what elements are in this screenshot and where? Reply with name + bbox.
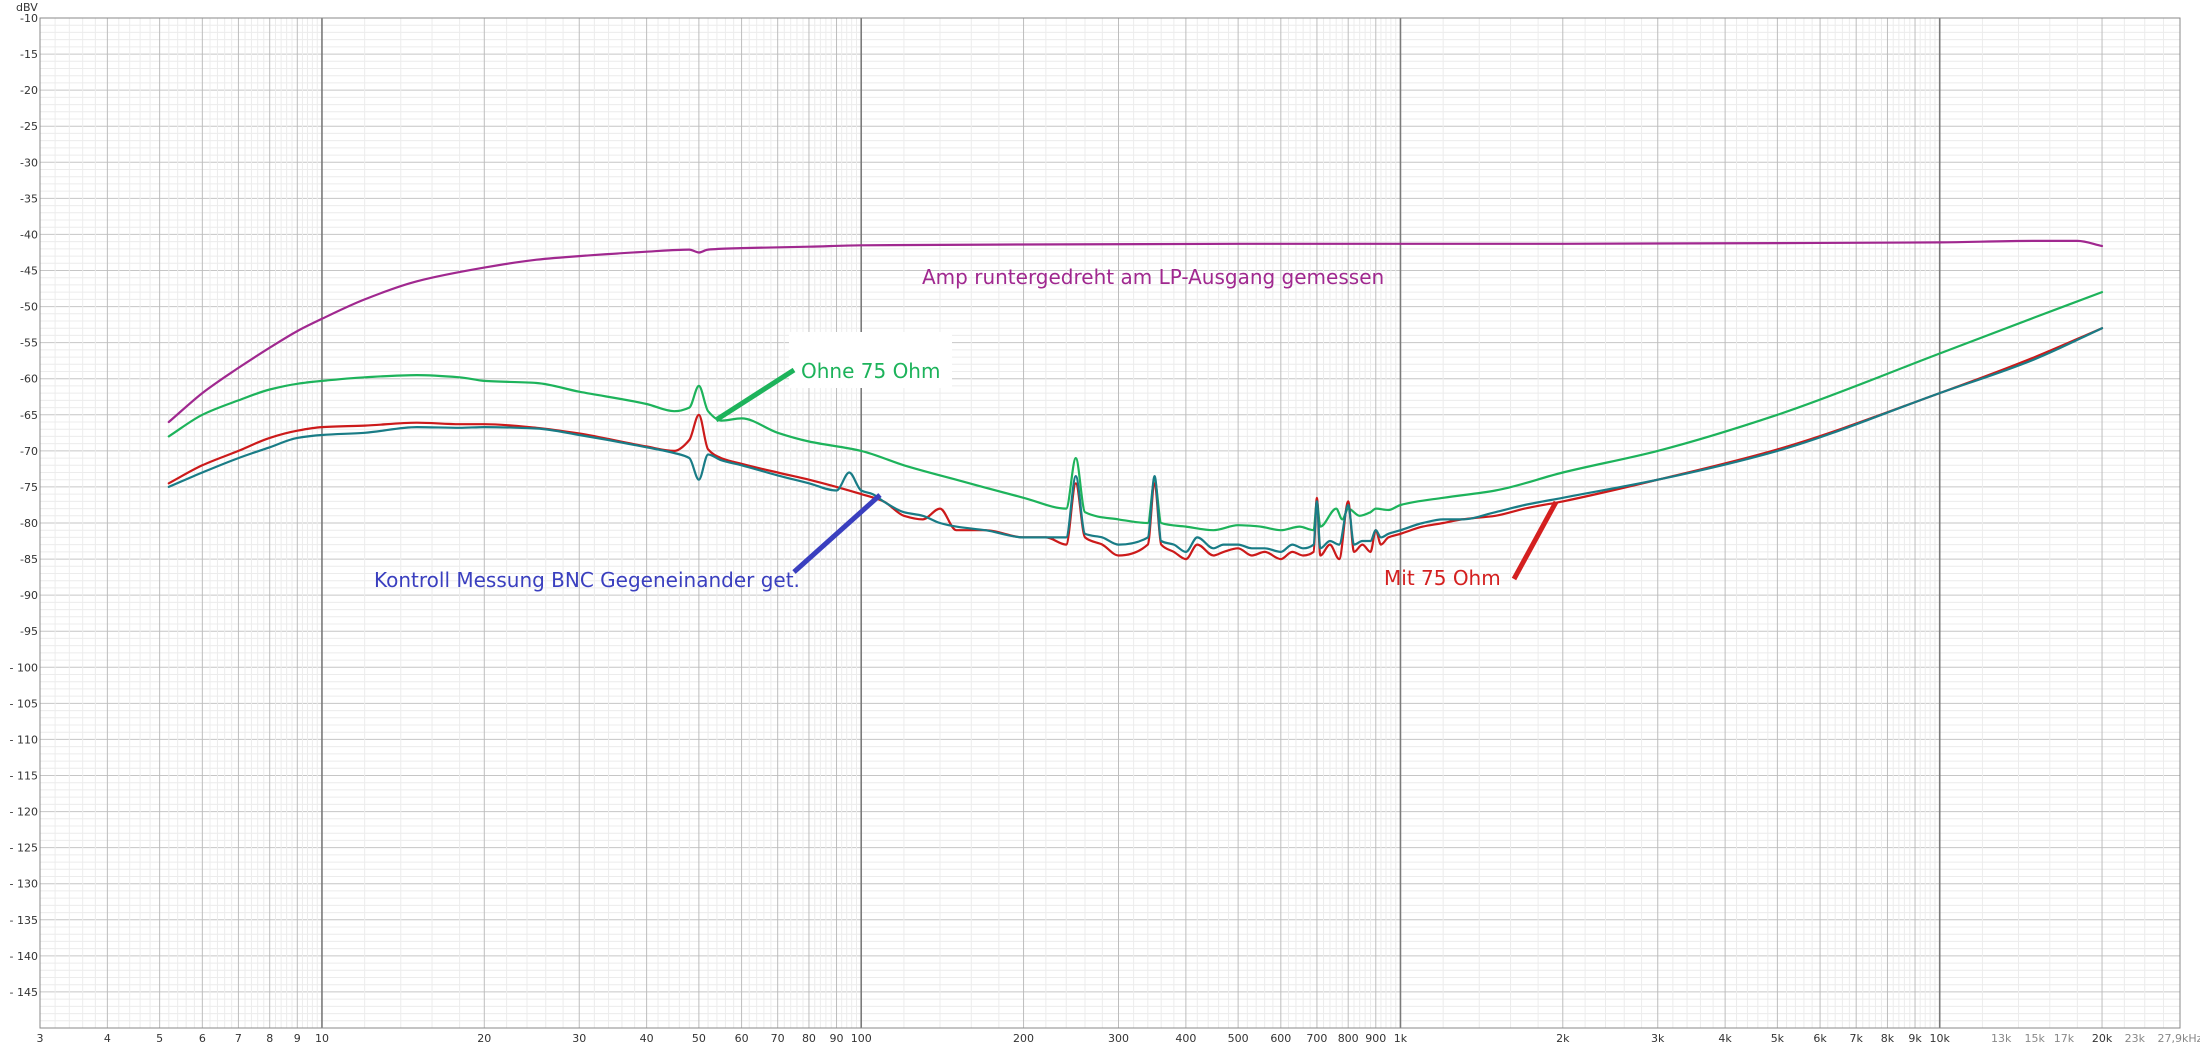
y-tick-label: - 120 — [10, 806, 38, 819]
series-line-3 — [167, 327, 2104, 553]
x-tick-label: 8k — [1881, 1032, 1895, 1045]
x-tick-label: 40 — [640, 1032, 654, 1045]
y-tick-label: - 130 — [10, 878, 38, 891]
x-tick-label: 1k — [1394, 1032, 1408, 1045]
x-tick-label: 3k — [1651, 1032, 1665, 1045]
x-tick-label: 10 — [315, 1032, 329, 1045]
y-axis: dBV -10 -15 -20 -25 -30 -35 -40 -45 -50 -55 -60 -65… — [10, 1, 39, 999]
x-tick-label: 700 — [1306, 1032, 1327, 1045]
y-tick-label: -45 — [20, 265, 38, 278]
x-tick-label: 5 — [156, 1032, 163, 1045]
y-tick-label: - 110 — [10, 733, 38, 746]
x-tick-label: 7k — [1849, 1032, 1863, 1045]
x-tick-label: 4 — [104, 1032, 111, 1045]
y-tick-label: -25 — [20, 120, 38, 133]
x-tick-label: 13k — [1991, 1032, 2012, 1045]
x-tick-label: 23k — [2125, 1032, 2146, 1045]
annotation-kontroll-label: Kontroll Messung BNC Gegeneinander get. — [374, 568, 800, 592]
x-tick-label: 30 — [572, 1032, 586, 1045]
y-tick-label: - 135 — [10, 914, 38, 927]
x-tick-label: 50 — [692, 1032, 706, 1045]
x-tick-label: 100 — [851, 1032, 872, 1045]
x-tick-label: 10k — [1930, 1032, 1951, 1045]
x-tick-label: 9k — [1908, 1032, 1922, 1045]
x-tick-label: 8 — [266, 1032, 273, 1045]
y-tick-label: -20 — [20, 84, 38, 97]
y-tick-label: -50 — [20, 301, 38, 314]
y-tick-label: -15 — [20, 48, 38, 61]
annotation-ohne-label: Ohne 75 Ohm — [801, 359, 940, 383]
series-line-0 — [167, 239, 2104, 424]
grid — [39, 17, 2181, 1029]
x-tick-label: 27,9kHz — [2158, 1032, 2200, 1045]
x-tick-label: 600 — [1270, 1032, 1291, 1045]
x-tick-label: 60 — [735, 1032, 749, 1045]
y-tick-label: - 125 — [10, 842, 38, 855]
x-tick-label: 300 — [1108, 1032, 1129, 1045]
series-line-1 — [167, 291, 2104, 532]
y-tick-label: - 105 — [10, 697, 38, 710]
x-axis: 3 4 5 6 7 8 9 10 20 30 40 50 60 70 80 90 100 200 300 400 500… — [37, 1032, 2200, 1045]
x-tick-label: 17k — [2054, 1032, 2075, 1045]
x-tick-label: 20k — [2092, 1032, 2113, 1045]
y-tick-label: -90 — [20, 589, 38, 602]
y-tick-label: -65 — [20, 409, 38, 422]
y-tick-label: -35 — [20, 192, 38, 205]
y-tick-label: -10 — [20, 12, 38, 25]
x-tick-label: 15k — [2024, 1032, 2045, 1045]
x-tick-label: 400 — [1175, 1032, 1196, 1045]
x-tick-label: 6 — [199, 1032, 206, 1045]
y-tick-label: -55 — [20, 337, 38, 350]
y-tick-label: - 145 — [10, 986, 38, 999]
annotation-group: Amp runtergedreht am LP-Ausgang gemessen… — [374, 265, 1559, 592]
x-tick-label: 7 — [235, 1032, 242, 1045]
x-tick-label: 9 — [294, 1032, 301, 1045]
x-tick-label: 800 — [1338, 1032, 1359, 1045]
x-tick-label: 200 — [1013, 1032, 1034, 1045]
x-tick-label: 4k — [1718, 1032, 1732, 1045]
y-tick-label: -80 — [20, 517, 38, 530]
x-tick-label: 2k — [1556, 1032, 1570, 1045]
y-tick-label: -75 — [20, 481, 38, 494]
y-tick-label: -30 — [20, 156, 38, 169]
series-group — [167, 239, 2104, 561]
annotation-mit-label: Mit 75 Ohm — [1384, 566, 1501, 590]
x-tick-label: 70 — [771, 1032, 785, 1045]
y-tick-label: -70 — [20, 445, 38, 458]
annotation-amp-label: Amp runtergedreht am LP-Ausgang gemessen — [922, 265, 1384, 289]
x-tick-label: 90 — [830, 1032, 844, 1045]
annotation-ohne-label-box: Ohne 75 Ohm — [789, 332, 952, 388]
y-axis-unit-label: dBV — [16, 1, 38, 14]
x-tick-label: 80 — [802, 1032, 816, 1045]
annotation-ohne-label-background — [789, 332, 952, 388]
plot-frame — [39, 17, 2181, 1029]
x-tick-label: 20 — [477, 1032, 491, 1045]
annotation-kontroll-pointer — [792, 493, 882, 574]
x-tick-label: 6k — [1813, 1032, 1827, 1045]
y-tick-label: -85 — [20, 553, 38, 566]
y-tick-label: -60 — [20, 373, 38, 386]
x-tick-label: 900 — [1365, 1032, 1386, 1045]
x-tick-label: 3 — [37, 1032, 44, 1045]
y-tick-label: -40 — [20, 228, 38, 241]
y-tick-label: - 100 — [10, 661, 38, 674]
y-tick-label: - 115 — [10, 770, 38, 783]
x-tick-label: 500 — [1228, 1032, 1249, 1045]
x-tick-label: 5k — [1771, 1032, 1785, 1045]
annotation-ohne-pointer — [714, 367, 796, 423]
annotation-mit-pointer — [1511, 500, 1559, 581]
y-tick-label: - 140 — [10, 950, 38, 963]
y-tick-label: -95 — [20, 625, 38, 638]
